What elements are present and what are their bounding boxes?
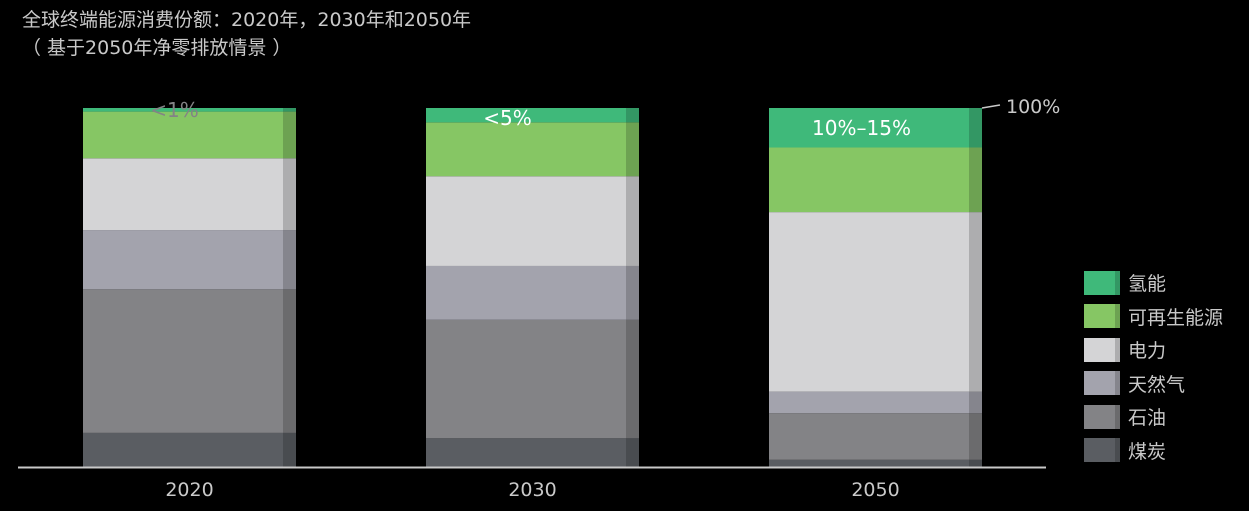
- legend-label-oil: 石油: [1128, 407, 1167, 430]
- bar-segment-natural-gas-2020: [83, 230, 296, 290]
- legend-swatch-natural-gas: [1084, 371, 1120, 396]
- chart-title: 全球终端能源消费份额：2020年，2030年和2050年 （ 基于2050年净零…: [22, 6, 471, 62]
- x-tick-label-2020: 2020: [165, 479, 213, 501]
- bar-segment-electricity-2050: [769, 212, 982, 392]
- legend-item-natural-gas: 天然气: [1084, 367, 1249, 401]
- svg-text:100%: 100%: [1006, 96, 1060, 118]
- legend-swatch-electricity: [1084, 337, 1120, 362]
- legend-swatch-oil: [1084, 404, 1120, 429]
- x-tick-label-2030: 2030: [508, 479, 556, 501]
- legend-swatch-coal: [1084, 438, 1120, 463]
- bar-segment-renewables-2020: [83, 111, 296, 159]
- annotation-hydrogen-2050: 10%–15%: [812, 116, 911, 140]
- bar-segment-hydrogen-2020: [83, 108, 296, 112]
- legend-label-electricity: 电力: [1128, 340, 1167, 363]
- legend-label-natural-gas: 天然气: [1128, 373, 1186, 396]
- bar-segment-renewables-2050: [769, 147, 982, 213]
- bar-segment-coal-2020: [83, 432, 296, 467]
- legend-label-renewables: 可再生能源: [1128, 306, 1224, 329]
- bar-segment-natural-gas-2050: [769, 391, 982, 414]
- top-marker-100: 100%: [981, 96, 1060, 118]
- bar-segment-electricity-2020: [83, 158, 296, 231]
- bar-segment-oil-2050: [769, 413, 982, 460]
- legend-label-coal: 煤炭: [1128, 440, 1167, 463]
- annotation-hydrogen-2030: <5%: [483, 106, 532, 130]
- bar-segment-renewables-2030: [426, 122, 639, 177]
- bar-segment-hydrogen-2050: [769, 108, 982, 148]
- legend-swatch-renewables: [1084, 304, 1120, 329]
- legend-swatch-hydrogen: [1084, 270, 1120, 295]
- chart-title-line1: 全球终端能源消费份额：2020年，2030年和2050年: [22, 9, 472, 31]
- legend-item-coal: 煤炭: [1084, 434, 1249, 468]
- legend-item-electricity: 电力: [1084, 333, 1249, 367]
- bar-segment-oil-2020: [83, 289, 296, 433]
- chart-title-line2: （ 基于2050年净零排放情景 ）: [22, 37, 292, 59]
- annotation-hydrogen-2020: <1%: [150, 98, 199, 122]
- bar-segment-coal-2030: [426, 438, 639, 467]
- x-tick-label-2050: 2050: [851, 479, 899, 501]
- bar-segment-hydrogen-2030: [426, 108, 639, 123]
- bar-segment-oil-2030: [426, 319, 639, 439]
- legend-item-renewables: 可再生能源: [1084, 300, 1249, 334]
- legend-item-oil: 石油: [1084, 400, 1249, 434]
- bar-segment-coal-2050: [769, 459, 982, 467]
- bar-segment-natural-gas-2030: [426, 265, 639, 320]
- legend-item-hydrogen: 氢能: [1084, 266, 1249, 300]
- bar-segment-electricity-2030: [426, 176, 639, 266]
- legend-label-hydrogen: 氢能: [1128, 273, 1167, 296]
- chart-legend: 氢能 可再生能源 电力 天然气 石油 煤炭: [1084, 266, 1249, 467]
